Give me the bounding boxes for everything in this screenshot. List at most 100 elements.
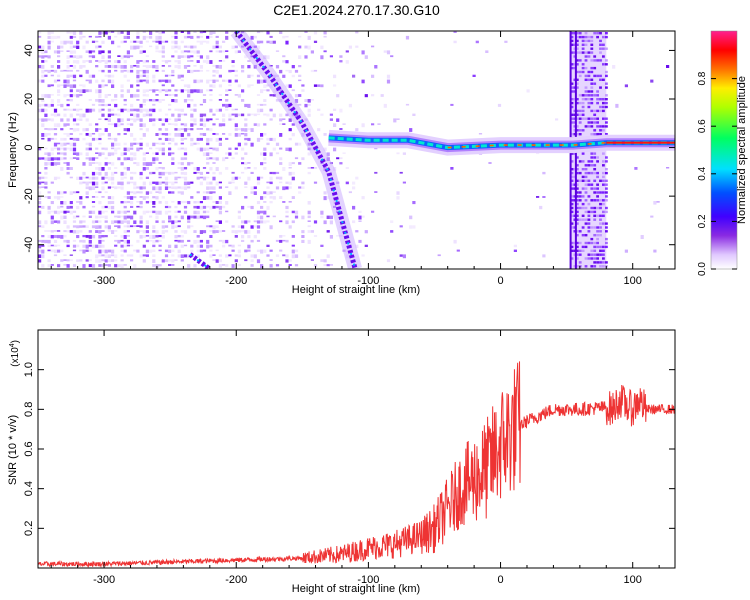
spectrogram-noise-cell: [41, 239, 45, 243]
spectrogram-noise-cell: [57, 89, 61, 94]
spectrogram-noise-cell: [107, 31, 111, 34]
spectrogram-noise-cell: [120, 210, 124, 214]
spectrogram-noise-cell: [126, 215, 130, 219]
spectrogram-noise-cell: [285, 113, 289, 117]
spectrogram-band-cell: [599, 202, 602, 206]
spectrogram-noise-cell: [130, 45, 134, 50]
spectrogram-noise-cell: [69, 128, 73, 130]
spectrogram-noise-cell: [206, 176, 210, 179]
spectrogram-noise-cell: [117, 55, 121, 57]
spectrogram-band-cell: [602, 105, 605, 109]
spectrogram-noise-cell: [174, 259, 178, 261]
spectrogram-noise-cell: [158, 167, 162, 169]
spectrogram-noise-cell: [371, 210, 375, 213]
spectrogram-noise-cell: [279, 157, 283, 161]
spectrogram-band-cell: [590, 98, 594, 101]
spectrogram-noise-cell: [234, 176, 238, 180]
colorbar-label: Normalized spectral amplitude: [736, 76, 748, 224]
spectrogram-band-cell: [575, 210, 579, 214]
spectrogram-band-cell: [570, 249, 574, 252]
spectrogram-noise-cell: [98, 50, 102, 55]
spectrogram-noise-cell: [187, 94, 191, 98]
spectrogram-noise-cell: [196, 69, 200, 72]
spectrogram-noise-cell: [107, 108, 111, 112]
spectrogram-noise-cell: [187, 254, 191, 258]
spectrogram-noise-cell: [199, 79, 203, 83]
spectrogram-noise-cell: [409, 215, 413, 220]
spectrogram-noise-cell: [158, 162, 162, 164]
spectrogram-noise-cell: [202, 94, 207, 96]
spectrogram-noise-cell: [260, 215, 264, 220]
spectrogram-noise-cell: [456, 249, 460, 252]
spectrogram-noise-cell: [149, 210, 153, 213]
spectrogram-noise-cell: [269, 94, 273, 97]
spectrogram-noise-cell: [72, 215, 77, 219]
spectrogram-noise-cell: [41, 103, 45, 107]
spectrogram-noise-cell: [244, 196, 248, 199]
spectrogram-band-cell: [593, 214, 597, 217]
spectrogram-noise-cell: [282, 118, 286, 120]
spectrogram-noise-cell: [98, 142, 102, 145]
spectrogram-noise-cell: [82, 137, 86, 141]
spectrogram-noise-cell: [38, 103, 42, 108]
spectrogram-noise-cell: [453, 239, 457, 244]
spectrogram-noise-cell: [212, 191, 216, 194]
spectrogram-band-cell: [575, 32, 579, 35]
spectrogram-noise-cell: [133, 40, 137, 43]
spectrogram-noise-cell: [72, 74, 77, 79]
spectrogram-band-cell: [575, 70, 579, 74]
spectrogram-noise-cell: [107, 259, 111, 263]
spectrogram-noise-cell: [155, 181, 159, 185]
spectrogram-noise-cell: [60, 259, 64, 262]
spectrogram-noise-cell: [50, 215, 54, 220]
spectrogram-band-cell: [587, 214, 591, 217]
spectrogram-band-cell: [575, 222, 579, 225]
spectrogram-noise-cell: [256, 239, 261, 242]
spectrogram-noise-cell: [263, 103, 267, 106]
spectrogram-band-cell: [590, 86, 594, 89]
spectrogram-noise-cell: [183, 65, 188, 69]
spectrogram-noise-cell: [111, 152, 115, 156]
spectrogram-noise-cell: [139, 142, 143, 147]
spectrogram-noise-cell: [298, 55, 302, 59]
spectrogram-noise-cell: [38, 176, 42, 180]
spectrogram-noise-cell: [139, 69, 143, 72]
spectrogram-noise-cell: [69, 191, 73, 195]
spectrogram-noise-cell: [307, 113, 311, 117]
spectrogram-noise-cell: [76, 40, 80, 45]
spectrogram-noise-cell: [158, 264, 162, 267]
spectrogram-noise-cell: [136, 69, 140, 74]
spectrogram-noise-cell: [399, 225, 403, 228]
spectrogram-noise-cell: [247, 84, 251, 88]
spectrogram-noise-cell: [202, 215, 207, 220]
spectrogram-band-cell: [599, 249, 602, 252]
spectrogram-noise-cell: [72, 35, 77, 38]
spectrogram-noise-cell: [288, 128, 292, 132]
spectrogram-noise-cell: [234, 186, 238, 190]
spectrogram-noise-cell: [326, 254, 330, 258]
svg-text:(x104): (x104): [9, 340, 21, 367]
spectrogram-noise-cell: [209, 84, 213, 88]
spectrogram-noise-cell: [69, 259, 73, 262]
spectrogram-band-cell: [605, 59, 608, 62]
spectrogram-noise-cell: [171, 152, 175, 155]
spectrogram-noise-cell: [88, 55, 92, 58]
spectrogram-noise-cell: [60, 84, 64, 86]
spectrogram-noise-cell: [82, 162, 86, 166]
spectrogram-band-cell: [596, 257, 599, 260]
spectrogram-noise-cell: [371, 123, 375, 126]
spectrogram-band-cell: [587, 39, 591, 43]
spectrogram-band-cell: [575, 125, 579, 128]
spectrogram-noise-cell: [101, 167, 105, 171]
spectrogram-noise-cell: [355, 128, 359, 132]
spectrogram-band-cell: [590, 121, 594, 124]
spectrogram-noise-cell: [145, 142, 149, 147]
spectrogram-noise-cell: [66, 99, 70, 102]
spectrogram-noise-cell: [158, 99, 162, 103]
spectrogram-noise-cell: [279, 31, 283, 34]
spectrogram-band-cell: [605, 117, 608, 120]
spectrogram-noise-cell: [72, 244, 77, 248]
spectrogram-noise-cell: [666, 167, 670, 169]
spectrogram-noise-cell: [145, 239, 149, 243]
